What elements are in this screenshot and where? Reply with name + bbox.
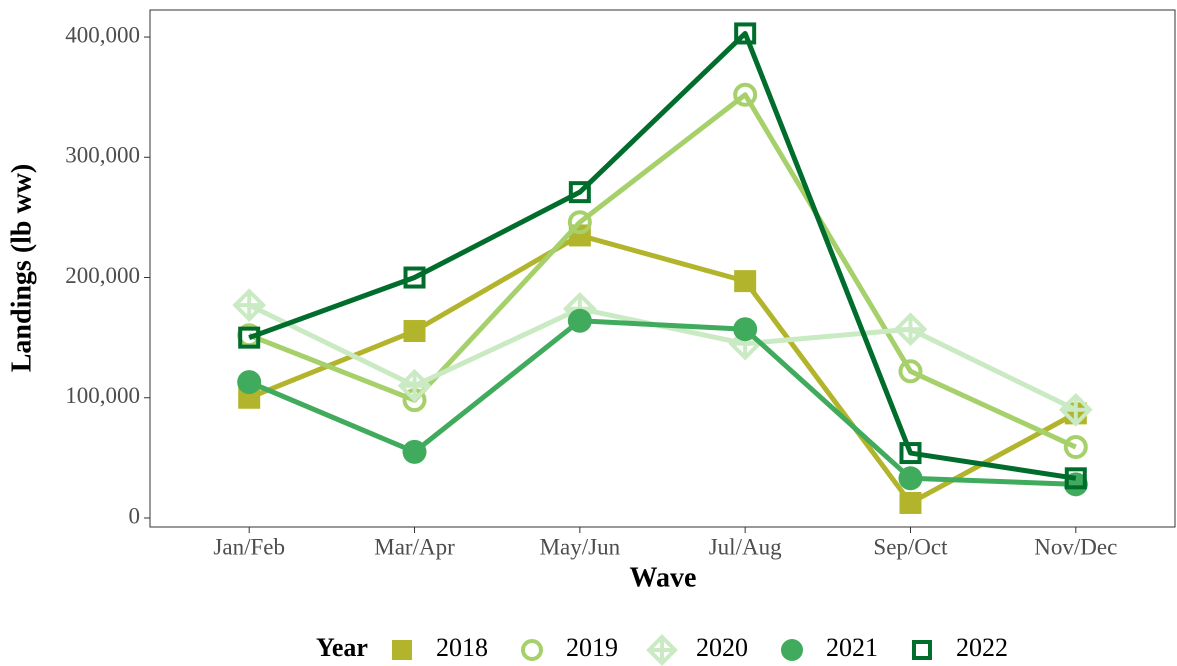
marker <box>898 466 923 491</box>
marker <box>1064 467 1087 490</box>
marker <box>734 270 757 293</box>
y-tick-label: 200,000 <box>65 263 140 288</box>
x-tick-label: Mar/Apr <box>374 534 455 559</box>
series-line <box>248 30 1077 481</box>
x-tick-label: Nov/Dec <box>1034 534 1117 559</box>
series-line <box>248 318 1076 487</box>
marker <box>402 439 427 464</box>
marker <box>403 320 426 343</box>
plot-panel <box>149 9 1176 528</box>
y-tick-label: 400,000 <box>65 22 140 47</box>
marker <box>733 82 758 107</box>
marker <box>734 22 757 45</box>
x-tick-label: Jul/Aug <box>709 534 782 559</box>
x-tick-label: Jan/Feb <box>213 534 285 559</box>
marker <box>403 266 426 289</box>
marker <box>1063 435 1088 460</box>
marker <box>567 210 592 235</box>
x-axis-title: Wave <box>630 562 697 593</box>
legend-title: Year <box>316 633 368 662</box>
legend-marker <box>780 639 803 661</box>
legend-label: 2020 <box>696 633 748 662</box>
y-tick-label: 100,000 <box>65 383 140 408</box>
legend-label: 2021 <box>826 633 878 662</box>
series-line <box>248 232 1078 506</box>
legend-marker <box>911 640 932 660</box>
legend-marker <box>646 634 678 666</box>
legend-marker <box>520 639 543 661</box>
y-tick-label: 300,000 <box>65 143 140 168</box>
series-line <box>248 92 1077 450</box>
marker <box>238 326 261 349</box>
marker <box>893 312 928 347</box>
x-tick-label: Sep/Oct <box>873 534 948 559</box>
legend-marker <box>391 640 412 660</box>
marker <box>898 359 923 384</box>
legend-label: 2019 <box>566 633 618 662</box>
marker <box>567 308 592 333</box>
y-axis-title: Landings (lb ww) <box>6 164 37 373</box>
legend-label: 2018 <box>436 633 488 662</box>
x-tick-label: May/Jun <box>540 534 621 559</box>
marker <box>733 317 758 342</box>
marker <box>1058 392 1093 427</box>
marker <box>568 181 591 204</box>
marker <box>232 288 267 322</box>
marker <box>899 442 922 465</box>
series-line <box>248 302 1077 413</box>
legend-label: 2022 <box>956 633 1008 662</box>
y-tick-label: 0 <box>129 503 141 528</box>
marker <box>237 370 262 395</box>
marker <box>397 368 432 403</box>
marker <box>899 491 922 514</box>
